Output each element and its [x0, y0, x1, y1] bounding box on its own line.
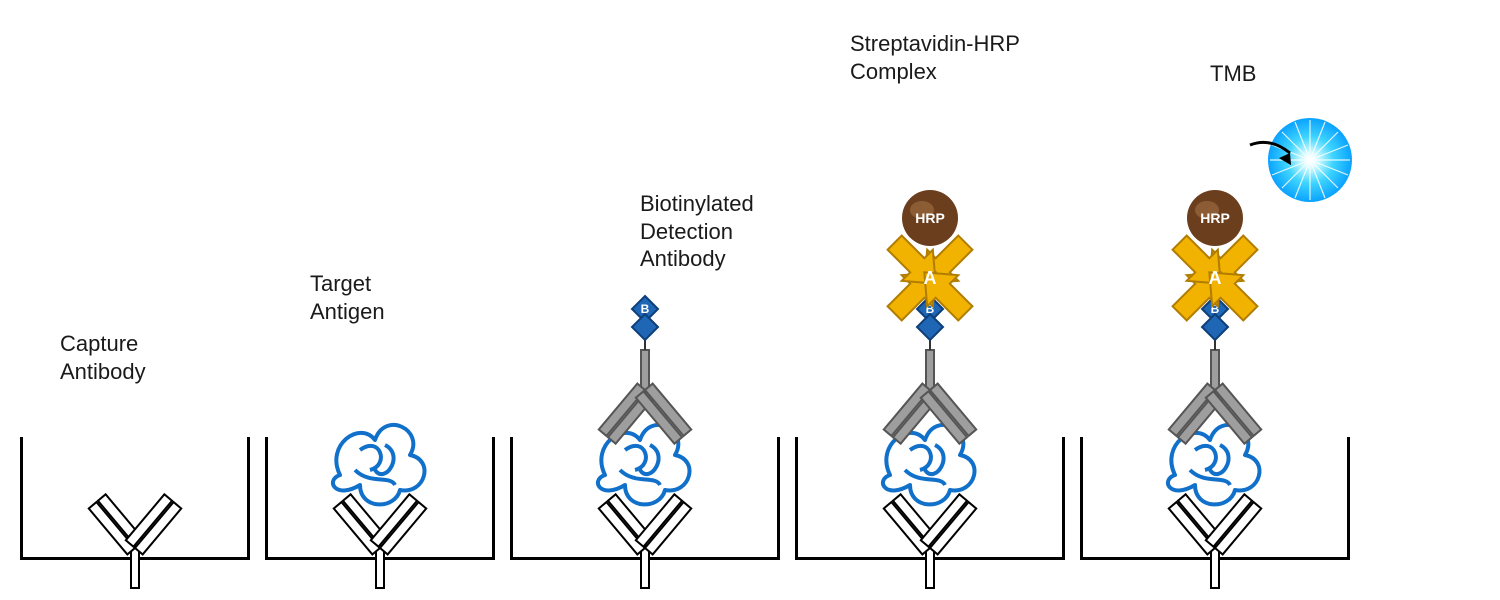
panel-glyphs	[20, 40, 250, 560]
label-p3: Biotinylated Detection Antibody	[640, 190, 754, 273]
panel-p1	[20, 40, 250, 560]
panel-glyphs	[1080, 40, 1350, 560]
panel-p3	[510, 40, 780, 560]
label-p4: Streptavidin-HRP Complex	[850, 30, 1020, 85]
label-p5: TMB	[1210, 60, 1256, 88]
label-p1: Capture Antibody	[60, 330, 146, 385]
label-p2: Target Antigen	[310, 270, 385, 325]
panel-p5	[1080, 40, 1350, 560]
panel-p4	[795, 40, 1065, 560]
panel-glyphs	[510, 40, 780, 560]
panel-glyphs	[795, 40, 1065, 560]
